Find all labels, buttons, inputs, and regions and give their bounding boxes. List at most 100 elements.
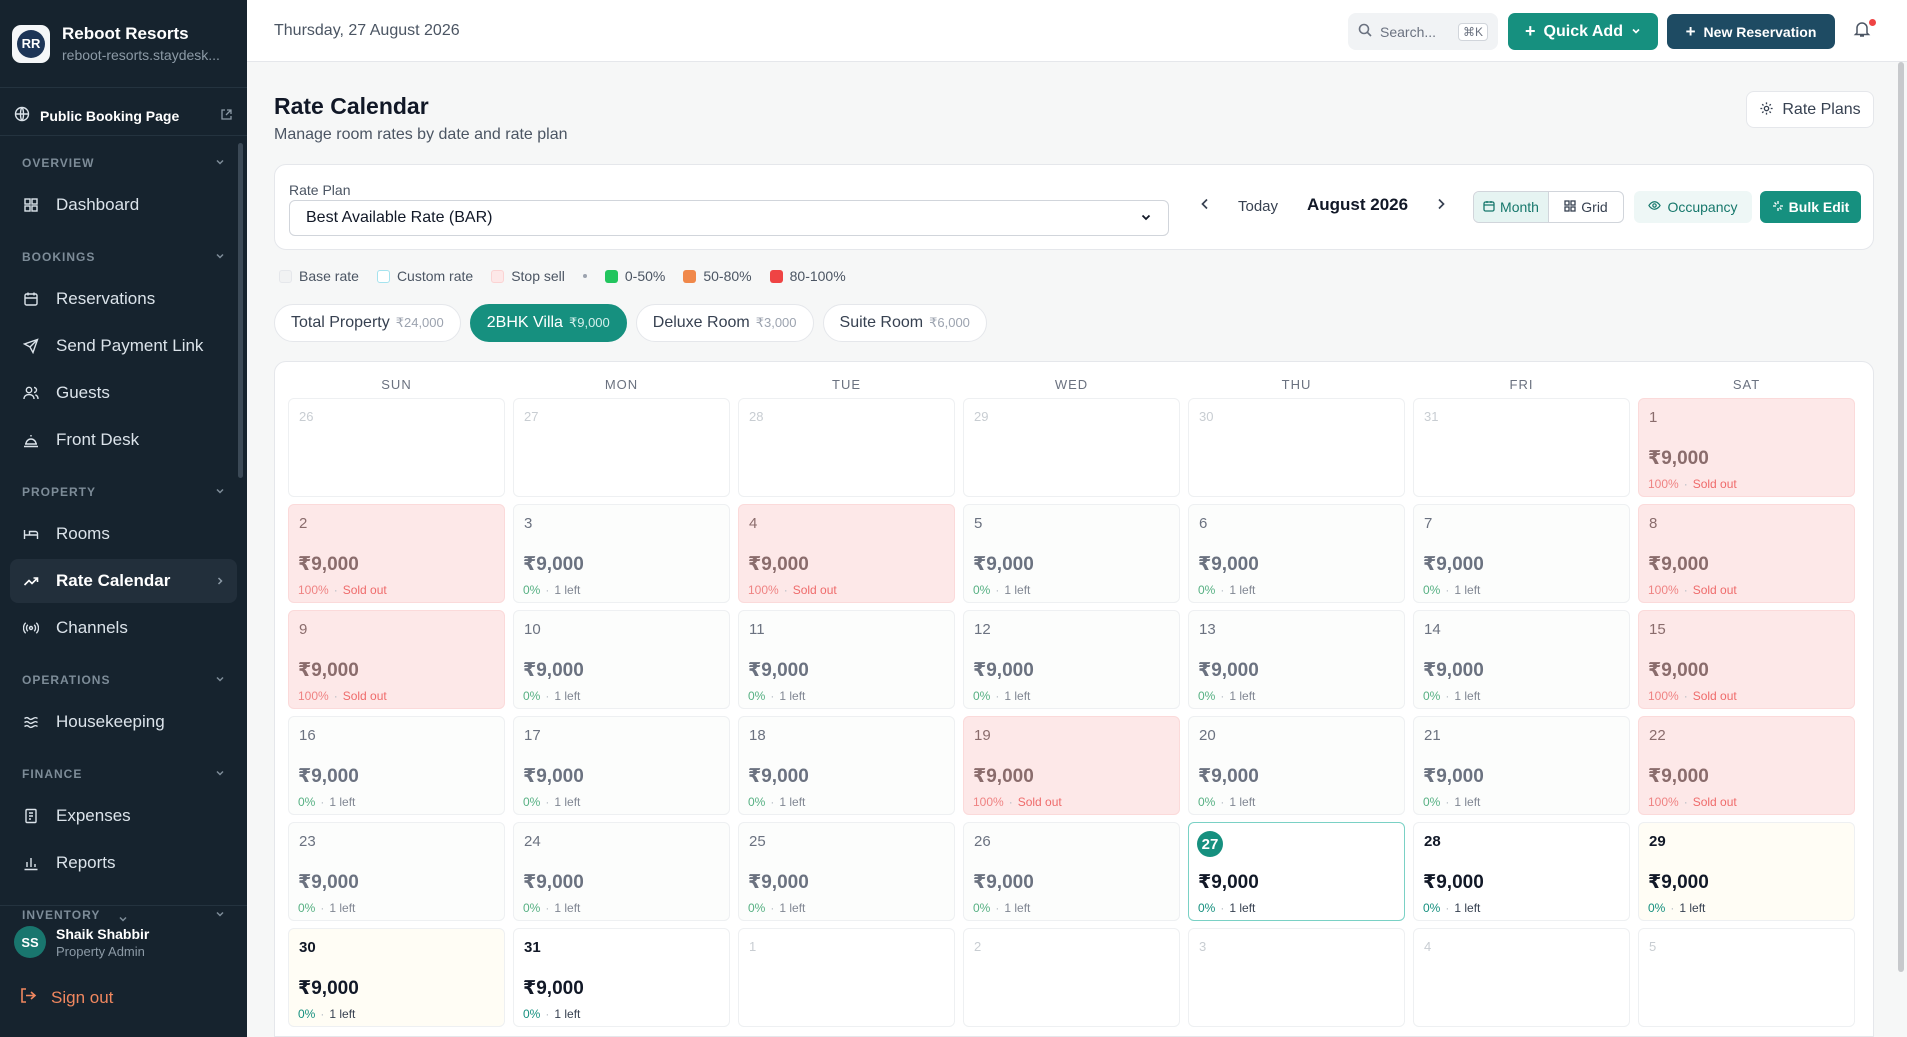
new-reservation-button[interactable]: + New Reservation xyxy=(1667,14,1835,49)
rate-plan-select[interactable]: Best Available Rate (BAR) xyxy=(289,200,1169,236)
calendar-day-cell[interactable]: 6 ₹9,000 0% · 1 left xyxy=(1188,504,1405,603)
sidebar-item-reports[interactable]: Reports xyxy=(10,841,237,885)
sidebar-item-guests[interactable]: Guests xyxy=(10,371,237,415)
day-occupancy: 100% · Sold out xyxy=(748,583,837,597)
calendar-day-cell[interactable]: 30 ₹9,000 0% · 1 left xyxy=(288,928,505,1027)
separator-dot: · xyxy=(1683,477,1688,491)
day-rate: ₹9,000 xyxy=(1198,554,1259,575)
calendar-day-cell[interactable]: 19 ₹9,000 100% · Sold out xyxy=(963,716,1180,815)
sidebar-section-property[interactable]: PROPERTY xyxy=(10,465,237,509)
calendar-day-cell[interactable]: 1 ₹9,000 100% · Sold out xyxy=(1638,398,1855,497)
room-chip-2bhk-villa[interactable]: 2BHK Villa ₹9,000 xyxy=(469,304,627,342)
calendar-day-cell[interactable]: 2 ₹9,000 100% · Sold out xyxy=(288,504,505,603)
sidebar-scrollbar[interactable] xyxy=(238,143,243,478)
sign-out-button[interactable]: Sign out xyxy=(14,978,233,1018)
user-profile[interactable]: SS Shaik Shabbir Property Admin xyxy=(14,906,233,978)
calendar-day-cell[interactable]: 4 ₹9,000 100% · Sold out xyxy=(738,504,955,603)
calendar-day-cell[interactable]: 10 ₹9,000 0% · 1 left xyxy=(513,610,730,709)
legend-swatch xyxy=(604,269,618,283)
sidebar-item-reservations[interactable]: Reservations xyxy=(10,277,237,321)
separator-dot: · xyxy=(320,901,325,915)
calendar-day-cell[interactable]: 28 ₹9,000 0% · 1 left xyxy=(1413,822,1630,921)
sidebar-item-rate-calendar[interactable]: Rate Calendar xyxy=(10,559,237,603)
day-rate: ₹9,000 xyxy=(1423,766,1484,787)
day-number: 23 xyxy=(299,833,316,850)
month-view-button[interactable]: Month xyxy=(1474,192,1549,222)
search-input[interactable]: Search... ⌘K xyxy=(1348,13,1498,50)
calendar-day-cell[interactable]: 8 ₹9,000 100% · Sold out xyxy=(1638,504,1855,603)
day-number: 11 xyxy=(749,621,765,638)
day-number: 30 xyxy=(299,939,316,956)
public-booking-page-link[interactable]: Public Booking Page xyxy=(0,98,247,136)
prev-month-button[interactable] xyxy=(1198,195,1212,216)
day-occupancy: 0% · 1 left xyxy=(298,1007,355,1021)
sidebar-section-inventory[interactable]: INVENTORY xyxy=(10,888,237,932)
sidebar-item-expenses[interactable]: Expenses xyxy=(10,794,237,838)
notification-bell-icon[interactable] xyxy=(1853,20,1873,40)
brand-header[interactable]: RR Reboot Resorts reboot-resorts.staydes… xyxy=(0,0,247,88)
quick-add-button[interactable]: + Quick Add xyxy=(1508,13,1658,50)
calendar-day-cell[interactable]: 27 ₹9,000 0% · 1 left xyxy=(1188,822,1405,921)
sidebar-item-rooms[interactable]: Rooms xyxy=(10,512,237,556)
sidebar-section-bookings[interactable]: BOOKINGS xyxy=(10,230,237,274)
page-scrollbar[interactable] xyxy=(1898,62,1904,972)
room-chip-price: ₹24,000 xyxy=(395,315,444,330)
calendar-day-cell[interactable]: 15 ₹9,000 100% · Sold out xyxy=(1638,610,1855,709)
sidebar-section-operations[interactable]: OPERATIONS xyxy=(10,653,237,697)
room-chip-label: Total Property xyxy=(291,314,390,331)
calendar-day-cell[interactable]: 5 ₹9,000 0% · 1 left xyxy=(963,504,1180,603)
plus-icon: + xyxy=(1685,21,1696,41)
sidebar-item-channels[interactable]: Channels xyxy=(10,606,237,650)
weekday-header: SUN xyxy=(381,377,412,392)
sidebar-item-front-desk[interactable]: Front Desk xyxy=(10,418,237,462)
calendar-day-cell[interactable]: 21 ₹9,000 0% · 1 left xyxy=(1413,716,1630,815)
calendar-day-cell[interactable]: 11 ₹9,000 0% · 1 left xyxy=(738,610,955,709)
calendar-day-cell[interactable]: 20 ₹9,000 0% · 1 left xyxy=(1188,716,1405,815)
occupancy-percent: 0% xyxy=(1423,583,1441,597)
separator-dot: · xyxy=(995,583,1000,597)
calendar-day-cell[interactable]: 12 ₹9,000 0% · 1 left xyxy=(963,610,1180,709)
sidebar-item-dashboard[interactable]: Dashboard xyxy=(10,183,237,227)
day-occupancy: 100% · Sold out xyxy=(973,795,1062,809)
sidebar-item-housekeeping[interactable]: Housekeeping xyxy=(10,700,237,744)
calendar-day-cell[interactable]: 17 ₹9,000 0% · 1 left xyxy=(513,716,730,815)
availability-status: 1 left xyxy=(554,795,581,809)
calendar-day-cell[interactable]: 25 ₹9,000 0% · 1 left xyxy=(738,822,955,921)
calendar-day-cell[interactable]: 3 ₹9,000 0% · 1 left xyxy=(513,504,730,603)
calendar-day-cell[interactable]: 26 ₹9,000 0% · 1 left xyxy=(963,822,1180,921)
separator-dot: · xyxy=(1220,795,1225,809)
day-occupancy: 0% · 1 left xyxy=(1198,795,1255,809)
room-chip-suite-room[interactable]: Suite Room ₹6,000 xyxy=(822,304,987,342)
occupancy-toggle[interactable]: Occupancy xyxy=(1634,191,1752,223)
calendar-day-cell[interactable]: 29 ₹9,000 0% · 1 left xyxy=(1638,822,1855,921)
grid-view-button[interactable]: Grid xyxy=(1549,192,1623,222)
today-button[interactable]: Today xyxy=(1238,198,1279,215)
next-month-button[interactable] xyxy=(1434,195,1448,216)
separator-dot: · xyxy=(1220,689,1225,703)
calendar-day-cell[interactable]: 22 ₹9,000 100% · Sold out xyxy=(1638,716,1855,815)
availability-status: 1 left xyxy=(1004,583,1031,597)
calendar-day-cell[interactable]: 14 ₹9,000 0% · 1 left xyxy=(1413,610,1630,709)
bulk-edit-label: Bulk Edit xyxy=(1788,199,1850,215)
room-chip-deluxe-room[interactable]: Deluxe Room ₹3,000 xyxy=(635,304,814,342)
calendar-day-cell[interactable]: 23 ₹9,000 0% · 1 left xyxy=(288,822,505,921)
sidebar-section-overview[interactable]: OVERVIEW xyxy=(10,136,237,180)
separator-dot: · xyxy=(1008,795,1013,809)
sidebar-item-send-payment-link[interactable]: Send Payment Link xyxy=(10,324,237,368)
legend-base-rate: Base rate xyxy=(279,268,359,284)
sidebar-section-finance[interactable]: FINANCE xyxy=(10,747,237,791)
calendar-day-cell[interactable]: 31 ₹9,000 0% · 1 left xyxy=(513,928,730,1027)
calendar-day-cell[interactable]: 24 ₹9,000 0% · 1 left xyxy=(513,822,730,921)
room-chip-total-property[interactable]: Total Property ₹24,000 xyxy=(274,304,461,342)
calendar-day-cell[interactable]: 16 ₹9,000 0% · 1 left xyxy=(288,716,505,815)
calendar-icon xyxy=(22,290,40,308)
calendar-day-cell[interactable]: 13 ₹9,000 0% · 1 left xyxy=(1188,610,1405,709)
calendar-day-outside: 3 xyxy=(1188,928,1405,1027)
rate-plans-button[interactable]: Rate Plans xyxy=(1746,91,1874,128)
calendar-day-cell[interactable]: 7 ₹9,000 0% · 1 left xyxy=(1413,504,1630,603)
sidebar-item-label: Housekeeping xyxy=(56,712,165,731)
page-title: Rate Calendar xyxy=(274,93,429,119)
calendar-day-cell[interactable]: 18 ₹9,000 0% · 1 left xyxy=(738,716,955,815)
calendar-day-cell[interactable]: 9 ₹9,000 100% · Sold out xyxy=(288,610,505,709)
bulk-edit-button[interactable]: Bulk Edit xyxy=(1760,191,1861,223)
